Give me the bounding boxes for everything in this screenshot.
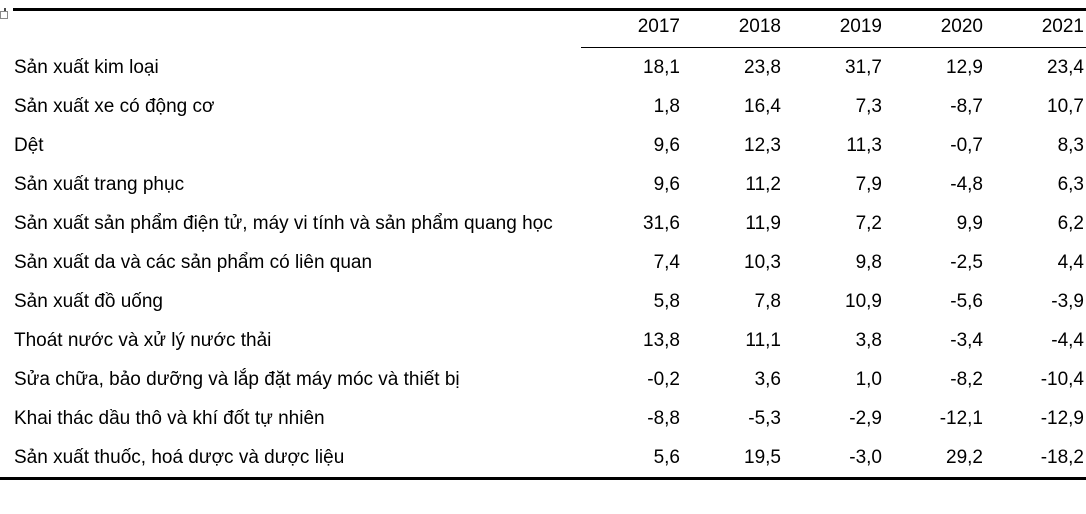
cell-value: 6,2 (1057, 213, 1084, 234)
cell-value: -5,3 (748, 408, 781, 429)
cell-value: 9,9 (956, 213, 983, 234)
cell-value: 11,9 (745, 213, 781, 234)
cell-value: 13,8 (643, 330, 680, 351)
cell-value: 7,4 (653, 252, 680, 273)
cell-value: 3,8 (855, 330, 882, 351)
row-label: Sửa chữa, bảo dưỡng và lắp đặt máy móc v… (14, 369, 460, 390)
cell-value: -0,7 (950, 135, 983, 156)
row-label: Sản xuất trang phục (14, 174, 185, 195)
cell-value: -3,0 (849, 447, 882, 468)
header-year-cell: 2017 (581, 9, 682, 48)
cell-value: 7,2 (855, 213, 882, 234)
cell-value: -2,9 (849, 408, 882, 429)
cell-value: 29,2 (946, 447, 983, 468)
header-corner-cell (0, 10, 581, 48)
table-move-handle-box (0, 11, 8, 19)
header-row: 2017 2018 2019 2020 2021 (0, 9, 1086, 48)
cell-value: -8,2 (950, 369, 983, 390)
row-label: Sản xuất đồ uống (14, 291, 163, 312)
cell-value: 12,3 (744, 135, 781, 156)
cell-value: -12,1 (939, 408, 983, 429)
cell-value: 7,9 (855, 174, 882, 195)
cell-value: 23,8 (744, 57, 781, 78)
cell-value: -3,4 (950, 330, 983, 351)
row-label: Sản xuất xe có động cơ (14, 96, 215, 117)
cell-value: -3,9 (1051, 291, 1084, 312)
cell-value: 4,4 (1057, 252, 1084, 273)
cell-value: 23,4 (1047, 57, 1084, 78)
cell-value: -18,2 (1040, 447, 1084, 468)
cell-value: 1,0 (855, 369, 882, 390)
cell-value: -12,9 (1040, 408, 1084, 429)
cell-value: 7,8 (754, 291, 781, 312)
table-move-handle-icon[interactable] (0, 8, 13, 20)
header-year-cell: 2018 (682, 9, 783, 48)
table-move-handle-cross (4, 8, 6, 12)
row-label: Khai thác dầu thô và khí đốt tự nhiên (14, 408, 325, 429)
row-label: Sản xuất kim loại (14, 56, 159, 78)
table-body: Sản xuất kim loại 18,1 23,8 31,7 12,9 23… (0, 48, 1086, 479)
cell-value: 3,6 (754, 369, 781, 390)
header-year-cell: 2019 (783, 9, 884, 48)
cell-value: 31,6 (643, 213, 680, 234)
cell-value: -0,2 (647, 369, 680, 390)
row-label: Sản xuất da và các sản phẩm có liên quan (14, 252, 373, 273)
header-year-cell: 2020 (884, 9, 985, 48)
cell-value: -8,7 (950, 96, 983, 117)
table-row: Sản xuất xe có động cơ 1,8 16,4 7,3 -8,7… (0, 87, 1086, 126)
cell-value: -8,8 (647, 408, 680, 429)
table-row: Khai thác dầu thô và khí đốt tự nhiên -8… (0, 399, 1086, 438)
table-row: Sửa chữa, bảo dưỡng và lắp đặt máy móc v… (0, 360, 1086, 399)
cell-value: -2,5 (950, 252, 983, 273)
cell-value: 9,8 (855, 252, 882, 273)
cell-value: 6,3 (1057, 174, 1084, 195)
cell-value: -4,8 (950, 174, 983, 195)
row-label: Thoát nước và xử lý nước thải (14, 330, 272, 351)
row-label: Sản xuất sản phẩm điện tử, máy vi tính v… (14, 213, 553, 234)
cell-value: 31,7 (845, 57, 882, 78)
header-year-cell: 2021 (985, 9, 1086, 48)
cell-value: 11,3 (846, 135, 882, 156)
cell-value: 19,5 (744, 447, 781, 468)
cell-value: 11,1 (745, 330, 781, 351)
cell-value: 8,3 (1057, 135, 1084, 156)
cell-value: 16,4 (744, 96, 781, 117)
table-row: Sản xuất trang phục 9,6 11,2 7,9 -4,8 6,… (0, 165, 1086, 204)
cell-value: 11,2 (745, 174, 781, 195)
table-row: Thoát nước và xử lý nước thải 13,8 11,1 … (0, 321, 1086, 360)
cell-value: 7,3 (855, 96, 882, 117)
table-row: Sản xuất sản phẩm điện tử, máy vi tính v… (0, 204, 1086, 243)
cell-value: 18,1 (643, 57, 680, 78)
cell-value: -10,4 (1040, 369, 1084, 390)
cell-value: 5,8 (653, 291, 680, 312)
cell-value: 5,6 (653, 447, 680, 468)
cell-value: 12,9 (946, 57, 983, 78)
table-row: Dệt 9,6 12,3 11,3 -0,7 8,3 (0, 126, 1086, 165)
row-label: Dệt (14, 135, 44, 156)
table-row: Sản xuất đồ uống 5,8 7,8 10,9 -5,6 -3,9 (0, 282, 1086, 321)
table-row: Sản xuất kim loại 18,1 23,8 31,7 12,9 23… (0, 48, 1086, 88)
cell-value: 9,6 (653, 174, 680, 195)
table-row: Sản xuất da và các sản phẩm có liên quan… (0, 243, 1086, 282)
cell-value: 1,8 (653, 96, 680, 117)
table-row: Sản xuất thuốc, hoá dược và dược liệu 5,… (0, 438, 1086, 479)
cell-value: 10,9 (845, 291, 882, 312)
cell-value: -4,4 (1051, 330, 1084, 351)
cell-value: 9,6 (653, 135, 680, 156)
data-table: 2017 2018 2019 2020 2021 Sản xuất kim loại 1… (0, 8, 1086, 480)
cell-value: 10,3 (744, 252, 781, 273)
row-label: Sản xuất thuốc, hoá dược và dược liệu (14, 447, 345, 468)
cell-value: 10,7 (1047, 96, 1084, 117)
cell-value: -5,6 (950, 291, 983, 312)
